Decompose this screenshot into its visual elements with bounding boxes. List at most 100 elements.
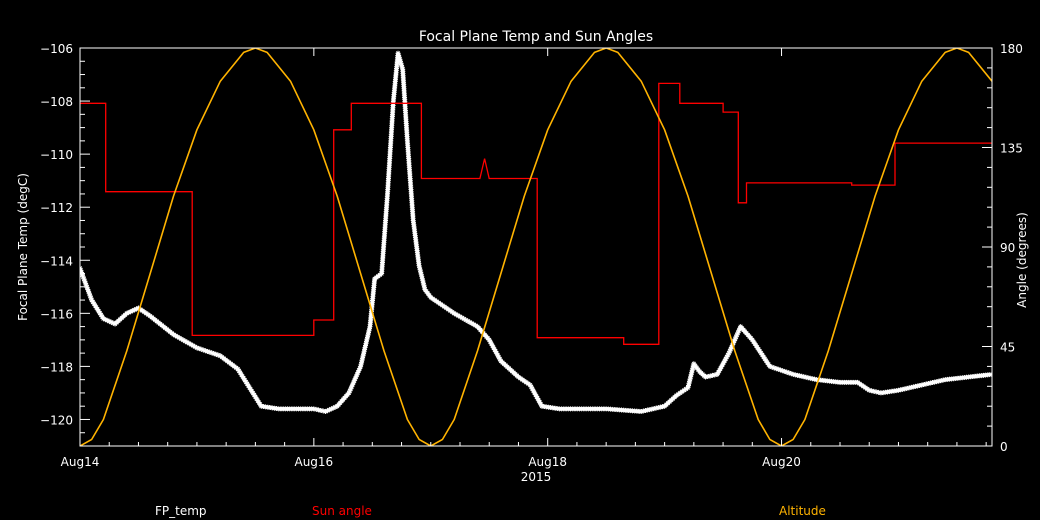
- fp-temp-point: [318, 407, 324, 413]
- y-right-tick-label: 0: [1000, 440, 1008, 454]
- fp-temp-point: [726, 350, 732, 356]
- fp-temp-point: [469, 320, 475, 326]
- fp-temp-point: [716, 368, 722, 374]
- fp-temp-point: [194, 345, 200, 351]
- fp-temp-point: [172, 333, 178, 339]
- fp-temp-point: [396, 54, 402, 60]
- fp-temp-point: [530, 388, 536, 394]
- fp-temp-point: [356, 367, 362, 373]
- fp-temp-point: [736, 328, 742, 334]
- fp-temp-point: [459, 315, 465, 321]
- fp-temp-point: [707, 373, 713, 379]
- fp-temp-point: [397, 58, 403, 64]
- fp-temp-point: [186, 340, 192, 346]
- fp-temp-point: [717, 366, 723, 372]
- fp-temp-point: [687, 378, 693, 384]
- fp-temp-point: [396, 52, 402, 58]
- fp-temp-point: [869, 388, 875, 394]
- fp-temp-point: [730, 340, 736, 346]
- series-altitude: [80, 48, 992, 446]
- fp-temp-point: [685, 385, 691, 391]
- fp-temp-point: [83, 282, 89, 288]
- fp-temp-point: [352, 376, 358, 382]
- fp-temp-point: [211, 351, 217, 357]
- y-left-tick-label: −118: [40, 360, 73, 374]
- fp-temp-point: [106, 318, 112, 324]
- y-axis-right-label: Angle (degrees): [1015, 212, 1029, 308]
- fp-temp-point: [494, 350, 500, 356]
- fp-temp-point: [489, 343, 495, 349]
- fp-temp-point: [714, 371, 720, 377]
- fp-temp-point: [354, 372, 360, 378]
- fp-temp-point: [703, 374, 709, 380]
- fp-temp-point: [126, 309, 132, 315]
- fp-temp-point: [351, 378, 357, 384]
- fp-temp-point: [85, 286, 91, 292]
- fp-temp-point: [455, 313, 461, 319]
- fp-temp-point: [720, 362, 726, 368]
- fp-temp-point: [80, 267, 84, 273]
- fp-temp-point: [192, 344, 198, 350]
- y-left-tick-label: −120: [40, 413, 73, 427]
- fp-temp-point: [461, 316, 467, 322]
- fp-temp-point: [418, 271, 424, 277]
- fp-temp-point: [188, 342, 194, 348]
- fp-temp-point: [198, 346, 204, 352]
- fp-temp-point: [332, 404, 338, 410]
- plot-area: [80, 48, 992, 446]
- fp-temp-point: [82, 278, 88, 284]
- fp-temp-point: [88, 295, 94, 301]
- fp-temp-point: [689, 369, 695, 375]
- series-fp-temp: [80, 50, 992, 415]
- plot-frame: [79, 47, 993, 447]
- fp-temp-point: [182, 338, 188, 344]
- fp-temp-point: [104, 317, 110, 323]
- fp-temp-point: [497, 356, 503, 362]
- fp-temp-point: [316, 407, 322, 413]
- fp-temp-point: [473, 322, 479, 328]
- fp-temp-point: [419, 276, 425, 282]
- y-left-tick-label: −108: [40, 95, 73, 109]
- y-left-tick-label: −112: [40, 201, 73, 215]
- fp-temp-point: [80, 272, 85, 278]
- y-left-tick-label: −114: [40, 254, 73, 268]
- fp-temp-point: [488, 341, 494, 347]
- fp-temp-point: [688, 372, 694, 378]
- fp-temp-point: [690, 365, 696, 371]
- fp-temp-point: [876, 389, 882, 395]
- fp-temp-point: [420, 278, 426, 284]
- fp-temp-point: [528, 384, 534, 390]
- fp-temp-point: [84, 284, 90, 290]
- fp-temp-point: [486, 337, 492, 343]
- fp-temp-point: [735, 330, 741, 336]
- fp-temp-point: [355, 370, 361, 376]
- legend-altitude: Altitude: [779, 504, 826, 518]
- fp-temp-point: [467, 319, 473, 325]
- fp-temp-point: [495, 352, 501, 358]
- fp-temp-point: [873, 389, 879, 395]
- x-tick-label: Aug14: [61, 455, 100, 469]
- x-tick-label: Aug16: [294, 455, 333, 469]
- fp-temp-point: [108, 319, 114, 325]
- fp-temp-point: [207, 349, 213, 355]
- fp-temp-point: [328, 406, 334, 412]
- fp-temp-point: [420, 280, 426, 286]
- fp-temp-point: [134, 306, 140, 312]
- fp-temp-point: [705, 373, 711, 379]
- y-right-tick-label: 135: [1000, 142, 1023, 156]
- chart-title: Focal Plane Temp and Sun Angles: [419, 29, 653, 45]
- fp-temp-point: [710, 372, 716, 378]
- fp-temp-point: [100, 316, 106, 322]
- fp-temp-point: [457, 314, 463, 320]
- fp-temp-point: [989, 371, 992, 377]
- fp-temp-point: [532, 392, 538, 398]
- y-right-tick-label: 180: [1000, 42, 1023, 56]
- fp-temp-point: [493, 348, 499, 354]
- fp-temp-point: [767, 363, 773, 369]
- fp-temp-point: [330, 405, 336, 411]
- fp-temp-point: [417, 267, 423, 273]
- fp-temp-point: [419, 273, 425, 279]
- fp-temp-point: [349, 384, 355, 390]
- fp-temp-point: [686, 380, 692, 386]
- fp-temp-point: [866, 387, 872, 393]
